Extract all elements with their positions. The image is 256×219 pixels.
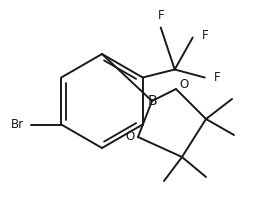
Text: B: B	[147, 94, 157, 108]
Text: O: O	[125, 131, 135, 143]
Text: F: F	[157, 9, 164, 22]
Text: F: F	[201, 29, 208, 42]
Text: O: O	[179, 78, 189, 92]
Text: Br: Br	[11, 118, 24, 131]
Text: F: F	[214, 71, 220, 84]
